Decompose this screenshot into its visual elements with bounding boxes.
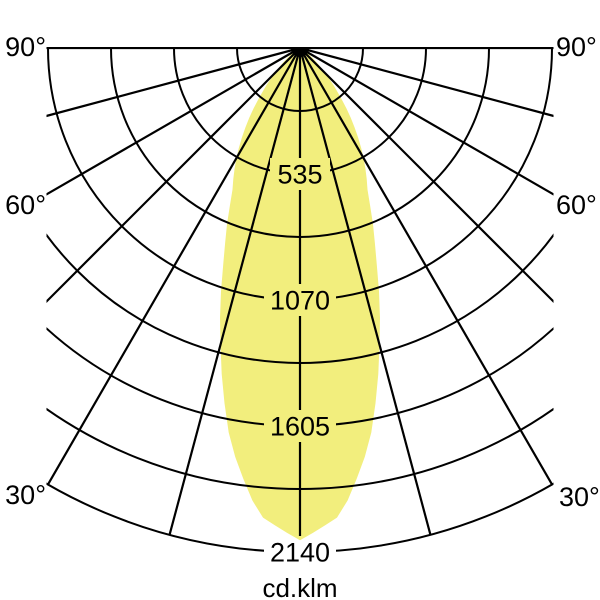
intensity-arc: [46, 233, 554, 364]
intensity-arc: [236, 47, 364, 112]
radial-tick-label: 1605: [270, 412, 330, 442]
angle-label-right-90: 90°: [556, 32, 597, 62]
intensity-arc: [46, 482, 554, 553]
intensity-arc: [110, 47, 490, 238]
polar-grid: [46, 47, 554, 553]
angle-label-right-60: 60°: [556, 190, 597, 220]
intensity-arc: [46, 407, 554, 490]
angle-label-left-60: 60°: [5, 190, 46, 220]
radial-tick-label: 2140: [270, 538, 330, 568]
angle-label-right-30: 30°: [559, 482, 600, 512]
angle-label-left-30: 30°: [5, 480, 46, 510]
angle-label-left-90: 90°: [5, 32, 46, 62]
intensity-arc: [46, 326, 554, 427]
intensity-arc: [47, 47, 553, 301]
source-origin-blob: [291, 48, 309, 57]
radial-tick-label: 535: [277, 160, 322, 190]
intensity-arc: [173, 47, 427, 175]
unit-label: cd.klm: [262, 573, 338, 600]
radial-tick-label: 1070: [270, 286, 330, 316]
